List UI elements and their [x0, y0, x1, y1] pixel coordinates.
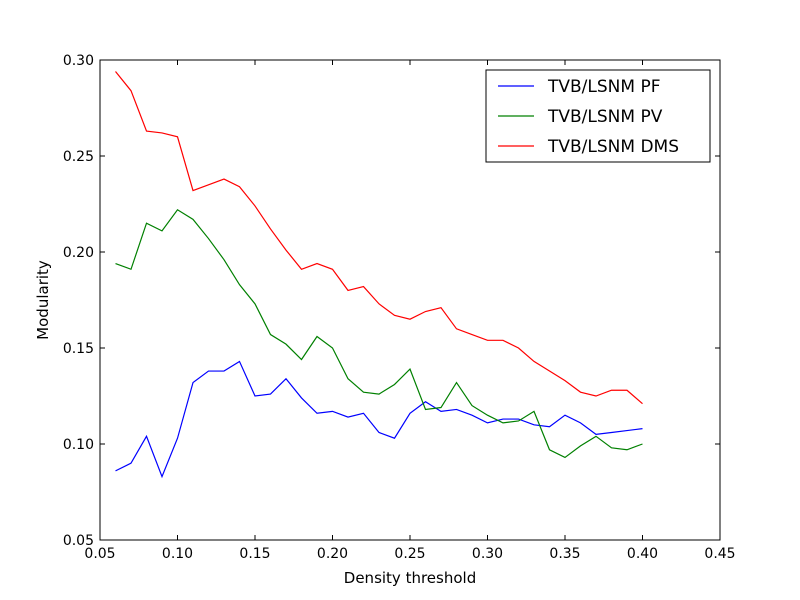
x-tick-label: 0.25: [394, 546, 425, 562]
y-tick-label: 0.15: [63, 341, 94, 357]
x-tick-label: 0.40: [627, 546, 658, 562]
legend-label-3: TVB/LSNM DMS: [547, 137, 679, 157]
x-tick-label: 0.20: [317, 546, 348, 562]
legend: TVB/LSNM PF TVB/LSNM PV TVB/LSNM DMS: [485, 69, 711, 163]
x-tick-label: 0.30: [472, 546, 503, 562]
x-axis-title: Density threshold: [344, 569, 476, 587]
legend-items: TVB/LSNM PF TVB/LSNM PV TVB/LSNM DMS: [498, 77, 679, 157]
y-tick-label: 0.10: [63, 437, 94, 453]
y-tick-label: 0.05: [63, 533, 94, 549]
legend-label-1: TVB/LSNM PF: [547, 77, 660, 97]
legend-label-2: TVB/LSNM PV: [547, 107, 663, 127]
x-tick-label: 0.05: [84, 546, 115, 562]
x-tick-label: 0.35: [549, 546, 580, 562]
x-tick-label: 0.45: [704, 546, 735, 562]
x-tick-label: 0.15: [239, 546, 270, 562]
y-tick-label: 0.25: [63, 149, 94, 165]
series-line-1: [115, 360, 643, 479]
y-tick-label: 0.20: [63, 245, 94, 261]
series-lines: [115, 71, 643, 479]
y-tick-label: 0.30: [63, 53, 94, 69]
x-tick-label: 0.10: [162, 546, 193, 562]
y-axis-title: Modularity: [34, 260, 52, 340]
axis-ticks: 0.05 0.10 0.15 0.20 0.25 0.30 0.35 0.40 0.45 0.05…: [63, 53, 736, 562]
series-line-3: [115, 71, 643, 405]
series-line-2: [115, 208, 643, 459]
